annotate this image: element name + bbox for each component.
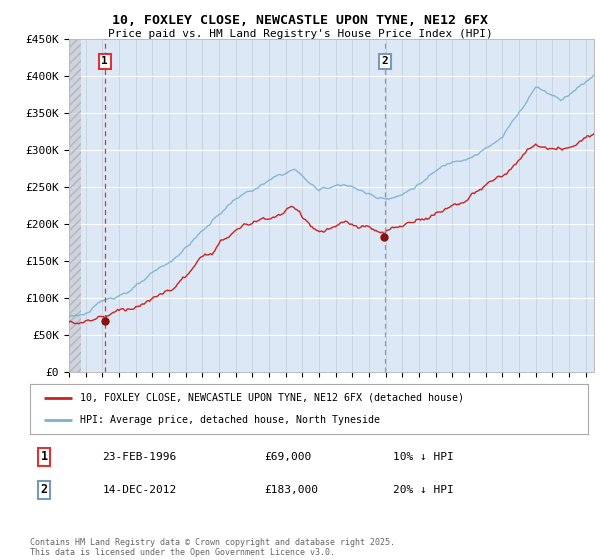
Text: £183,000: £183,000 — [265, 485, 319, 495]
Text: 14-DEC-2012: 14-DEC-2012 — [103, 485, 177, 495]
Text: 2: 2 — [40, 483, 47, 497]
Text: 1: 1 — [101, 57, 108, 67]
Text: £69,000: £69,000 — [265, 452, 311, 462]
Text: 1: 1 — [40, 450, 47, 464]
Text: 10, FOXLEY CLOSE, NEWCASTLE UPON TYNE, NE12 6FX: 10, FOXLEY CLOSE, NEWCASTLE UPON TYNE, N… — [112, 14, 488, 27]
Text: 2: 2 — [382, 57, 388, 67]
Text: 10% ↓ HPI: 10% ↓ HPI — [392, 452, 454, 462]
Text: HPI: Average price, detached house, North Tyneside: HPI: Average price, detached house, Nort… — [80, 416, 380, 426]
Bar — [69, 39, 80, 372]
Text: Price paid vs. HM Land Registry's House Price Index (HPI): Price paid vs. HM Land Registry's House … — [107, 29, 493, 39]
Text: 20% ↓ HPI: 20% ↓ HPI — [392, 485, 454, 495]
Text: 23-FEB-1996: 23-FEB-1996 — [103, 452, 177, 462]
Text: 10, FOXLEY CLOSE, NEWCASTLE UPON TYNE, NE12 6FX (detached house): 10, FOXLEY CLOSE, NEWCASTLE UPON TYNE, N… — [80, 393, 464, 403]
Text: Contains HM Land Registry data © Crown copyright and database right 2025.
This d: Contains HM Land Registry data © Crown c… — [30, 538, 395, 557]
